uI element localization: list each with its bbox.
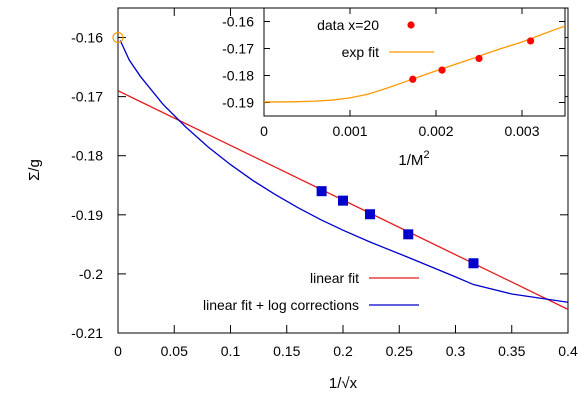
y-tick-label: -0.18 [222, 68, 254, 84]
data-point-open-circle [112, 31, 124, 44]
x-tick-label: 0.003 [504, 123, 539, 139]
inset-chart: 0 0.001 0.002 0.003 -0.19 -0.18 -0.17 -0.16 1/M2… [222, 7, 566, 169]
x-tick-label: 0.001 [332, 123, 367, 139]
inset-x-axis-label-text: 1/M [398, 152, 423, 169]
inset-legend-label: data x=20 [317, 17, 379, 33]
y-axis-label: Σ/g [26, 159, 43, 181]
data-point-square [338, 195, 348, 206]
x-tick-label: 0.2 [333, 343, 353, 359]
series-line-linear-fit-log-corrections [119, 40, 568, 303]
x-tick-label: 0.3 [446, 343, 466, 359]
x-tick-label: 0.15 [273, 343, 300, 359]
y-tick-label: -0.2 [79, 266, 103, 282]
data-point [438, 66, 446, 74]
x-axis-label: 1/√x [329, 375, 358, 392]
legend-entry-label: linear fit [310, 270, 359, 286]
main-chart: 0 0.05 0.1 0.15 0.2 0.25 0.3 0.35 0.4 -0.21 -0.2 -0… [26, 7, 578, 392]
legend-entry-label: linear fit + log corrections [203, 297, 359, 313]
y-tick-label: -0.19 [71, 207, 103, 223]
x-tick-label: 0.1 [221, 343, 241, 359]
inset-legend: data x=20 exp fit [317, 17, 434, 60]
y-tick-label: -0.19 [222, 95, 254, 111]
inset-x-axis-label-sup: 2 [423, 149, 429, 161]
data-point-square [365, 209, 375, 220]
series-group [264, 25, 565, 103]
inset-legend-label: exp fit [342, 44, 379, 60]
inset-x-axis-label: 1/M2 [398, 149, 429, 169]
x-tick-label: 0 [114, 343, 122, 359]
x-tick-label: 0.002 [418, 123, 453, 139]
y-tick-label: -0.16 [71, 30, 103, 46]
x-tick-label: 0.05 [161, 343, 188, 359]
y-tick-label: -0.17 [222, 41, 254, 57]
y-tick-label: -0.18 [71, 148, 103, 164]
points-group [409, 37, 535, 83]
series-line-exp-fit [264, 25, 565, 103]
data-point-square [316, 186, 327, 197]
data-point [475, 54, 483, 63]
y-tick-label: -0.17 [71, 89, 103, 105]
inset-legend-marker [407, 21, 415, 29]
plot-frame [263, 7, 566, 117]
y-tick-label: -0.16 [222, 14, 254, 30]
points-group [112, 31, 479, 269]
x-tick-label: 0.25 [386, 343, 413, 359]
data-point [409, 75, 417, 83]
x-tick-label: 0.4 [558, 343, 578, 359]
legend: linear fit linear fit + log corrections [203, 270, 419, 313]
x-tick-label: 0.35 [498, 343, 525, 359]
y-tick-label: -0.21 [71, 325, 103, 341]
data-point-square [468, 258, 479, 269]
x-tick-label: 0 [260, 123, 268, 139]
data-point-square [403, 229, 414, 240]
data-point [527, 37, 535, 45]
